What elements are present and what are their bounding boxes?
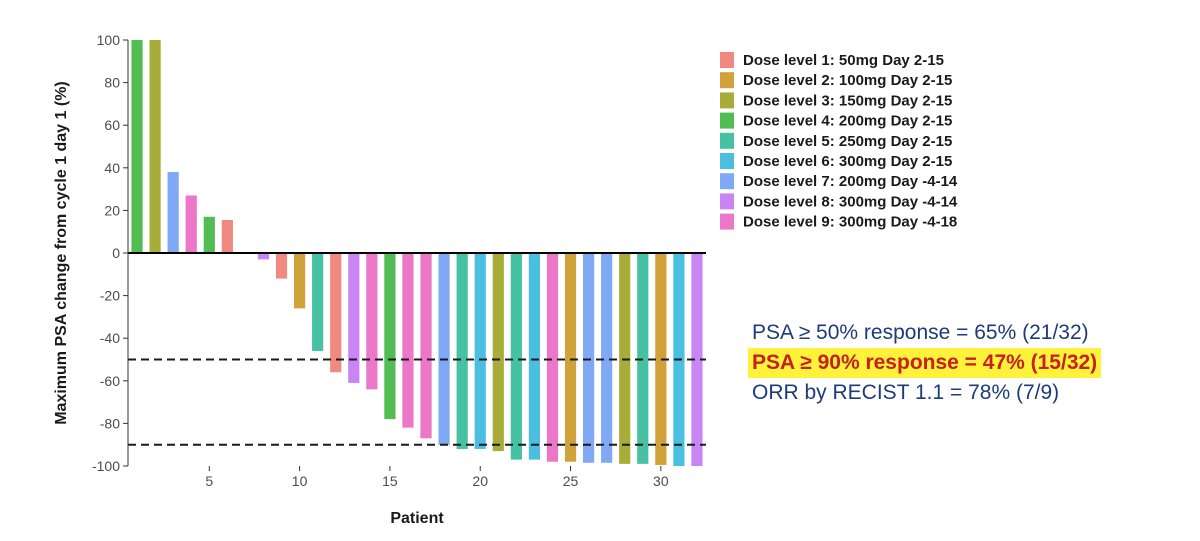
bar-patient-9 <box>275 253 288 279</box>
legend-label: Dose level 8: 300mg Day -4-14 <box>743 193 958 210</box>
legend-label: Dose level 5: 250mg Day 2-15 <box>743 133 952 150</box>
legend-swatch <box>720 173 734 190</box>
bar-patient-5 <box>203 216 215 253</box>
legend-label: Dose level 6: 300mg Day 2-15 <box>743 153 952 170</box>
bar-patient-30 <box>655 253 667 465</box>
bar-patient-29 <box>637 253 649 464</box>
bar-patient-8 <box>257 253 270 260</box>
legend-label: Dose level 9: 300mg Day -4-18 <box>743 214 957 231</box>
x-tick-label: 20 <box>472 473 488 489</box>
bar-patient-13 <box>348 253 360 383</box>
bar-patient-2 <box>149 40 161 253</box>
legend-swatch <box>720 112 734 129</box>
bar-patient-1 <box>131 40 143 253</box>
legend-swatch <box>720 193 734 210</box>
y-tick-label: 0 <box>112 245 120 261</box>
y-axis-ticks: 100 80 60 40 20 0 -20 -40 -60 -80 -100 <box>92 32 128 474</box>
x-axis-ticks: 5 10 15 20 25 30 <box>205 466 669 489</box>
legend-swatch <box>720 213 734 230</box>
legend-label: Dose level 3: 150mg Day 2-15 <box>743 92 952 109</box>
orr-recist-text: ORR by RECIST 1.1 = 78% (7/9) <box>752 381 1060 404</box>
bar-patient-20 <box>474 253 486 449</box>
bar-patient-25 <box>564 253 577 462</box>
legend-swatch <box>720 52 734 68</box>
bar-patient-15 <box>384 253 396 420</box>
bar-patient-3 <box>167 172 179 253</box>
psa90-response-text: PSA ≥ 90% response = 47% (15/32) <box>748 348 1102 378</box>
legend-label: Dose level 7: 200mg Day -4-14 <box>743 173 958 190</box>
response-summary: PSA ≥ 50% response = 65% (21/32) PSA ≥ 9… <box>748 318 1102 408</box>
bar-patient-10 <box>293 253 306 309</box>
bar-patient-24 <box>546 253 559 462</box>
legend-label: Dose level 1: 50mg Day 2-15 <box>743 52 944 69</box>
bar-patient-14 <box>366 253 378 390</box>
x-tick-label: 5 <box>205 473 213 489</box>
legend-label: Dose level 2: 100mg Day 2-15 <box>743 72 952 89</box>
y-tick-label: -80 <box>100 415 120 431</box>
y-tick-label: 60 <box>104 117 120 133</box>
legend-swatch <box>720 132 734 149</box>
y-tick-label: -60 <box>100 373 120 389</box>
y-tick-label: -100 <box>92 458 120 474</box>
y-tick-label: -20 <box>100 288 120 304</box>
y-tick-label: 80 <box>104 75 120 91</box>
x-tick-label: 25 <box>563 473 579 489</box>
x-tick-label: 30 <box>653 473 669 489</box>
legend-label: Dose level 4: 200mg Day 2-15 <box>743 113 952 130</box>
x-tick-label: 15 <box>382 473 398 489</box>
y-tick-label: -40 <box>100 330 120 346</box>
bar-patient-28 <box>619 253 631 464</box>
bar-patient-27 <box>601 253 613 463</box>
bar-patient-17 <box>420 253 432 439</box>
y-tick-label: 20 <box>104 202 120 218</box>
bar-patient-19 <box>456 253 468 449</box>
y-axis-title: Maximum PSA change from cycle 1 day 1 (%… <box>53 81 70 425</box>
bar-patient-26 <box>582 253 595 463</box>
bar-patient-11 <box>312 253 324 351</box>
legend: Dose level 1: 50mg Day 2-15 Dose level 2:… <box>720 52 958 231</box>
reference-lines <box>128 358 706 446</box>
psa50-response-text: PSA ≥ 50% response = 65% (21/32) <box>752 321 1089 344</box>
bar-patient-18 <box>438 253 450 445</box>
bar-patient-22 <box>510 253 522 460</box>
x-tick-label: 10 <box>292 473 308 489</box>
bar-patient-12 <box>330 253 342 373</box>
bar-patient-4 <box>185 195 197 253</box>
bar-patient-23 <box>528 253 541 460</box>
bar-patient-32 <box>691 253 703 466</box>
legend-swatch <box>720 72 734 89</box>
y-tick-label: 100 <box>97 32 121 48</box>
legend-swatch <box>720 153 734 169</box>
bar-patient-16 <box>402 253 414 428</box>
y-tick-label: 40 <box>104 160 120 176</box>
legend-swatch <box>720 92 734 109</box>
bar-patient-6 <box>221 219 233 253</box>
x-axis-title: Patient <box>390 510 444 527</box>
bar-patient-21 <box>492 253 504 452</box>
